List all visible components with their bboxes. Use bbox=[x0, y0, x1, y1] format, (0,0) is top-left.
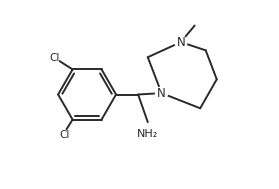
Bar bbox=[135, 128, 160, 140]
Text: Cl: Cl bbox=[49, 53, 60, 63]
Circle shape bbox=[175, 36, 187, 48]
Text: N: N bbox=[157, 87, 166, 100]
Text: Cl: Cl bbox=[59, 130, 69, 140]
Text: N: N bbox=[158, 87, 167, 100]
Circle shape bbox=[155, 87, 168, 99]
Text: NH₂: NH₂ bbox=[137, 129, 158, 139]
Text: N: N bbox=[177, 36, 185, 49]
Text: NH₂: NH₂ bbox=[137, 129, 158, 139]
